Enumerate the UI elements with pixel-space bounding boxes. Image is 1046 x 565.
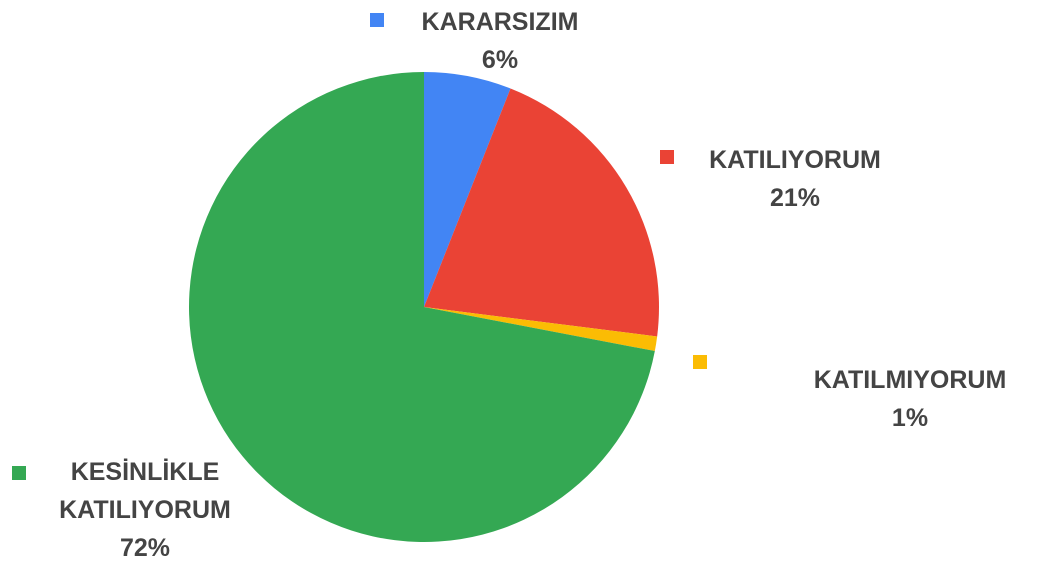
category-label: KESİNLİKLE KATILIYORUM	[59, 458, 231, 524]
category-label: KARARSIZIM	[421, 8, 579, 36]
slice-label: KARARSIZIM 6%	[400, 3, 600, 79]
category-label: KATILIYORUM	[709, 146, 881, 174]
legend-swatch	[693, 355, 707, 369]
pie-slice	[189, 72, 655, 543]
value-label: 21%	[769, 184, 821, 212]
legend-swatch	[12, 466, 26, 480]
legend-swatch	[370, 13, 384, 27]
slice-label: KESİNLİKLE KATILIYORUM 72%	[50, 453, 240, 565]
value-label: 1%	[891, 404, 929, 432]
pie-slice	[424, 72, 511, 307]
pie-slice	[424, 88, 660, 337]
value-label: 6%	[481, 46, 519, 74]
slice-label: KATILIYORUM 21%	[690, 141, 900, 217]
category-label: KATILMIYORUM	[813, 366, 1007, 394]
value-label: 72%	[119, 534, 171, 562]
pie-slice	[424, 307, 658, 352]
legend-swatch	[660, 150, 674, 164]
slice-label: KATILMIYORUM 1%	[780, 361, 1040, 437]
